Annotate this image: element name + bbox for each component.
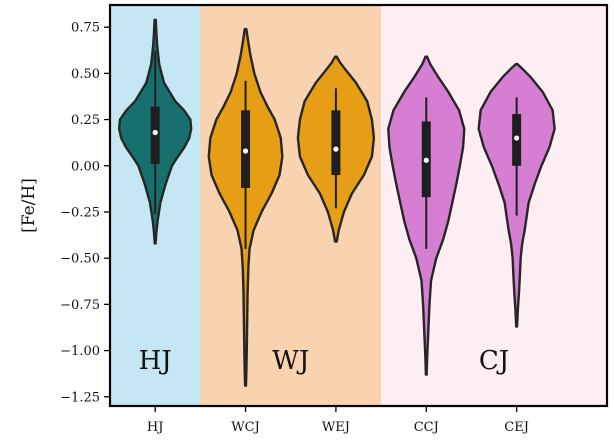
iqr-box-wej (331, 110, 341, 176)
y-tick-label: −0.50 (60, 252, 100, 267)
violin-ccj (387, 55, 466, 376)
median-point-ccj (423, 157, 429, 163)
y-axis: 0.75 0.50 0.25 0.00 −0.25 −0.50 −0.75 −1.00 −1.2… (60, 21, 110, 405)
median-point-cej (514, 135, 520, 141)
y-tick-label: 0.00 (71, 159, 100, 174)
median-point-wcj (242, 148, 249, 154)
x-tick-label: WEJ (322, 420, 350, 435)
plot-frame (108, 3, 609, 408)
region-label-cj: CJ (479, 346, 509, 376)
region-label-wj: WJ (272, 346, 309, 376)
iqr-box-hj (150, 106, 160, 164)
x-tick-label: WCJ (231, 420, 260, 435)
violin-wej (296, 55, 376, 243)
x-tick-label: CEJ (504, 420, 529, 435)
median-point-hj (152, 129, 158, 136)
violin-cej (477, 62, 556, 328)
y-tick-label: 0.50 (71, 67, 100, 82)
y-tick-label: −1.00 (60, 344, 100, 359)
y-tick-label: 0.75 (71, 21, 100, 36)
x-tick-label: CCJ (414, 420, 439, 435)
median-point-wej (333, 146, 339, 152)
y-tick-label: −0.25 (60, 205, 100, 220)
x-axis: HJ WCJ WEJ CCJ CEJ (147, 406, 529, 435)
region-backgrounds (110, 5, 607, 406)
y-tick-label: 0.25 (71, 113, 100, 128)
y-tick-label: −1.25 (60, 390, 100, 405)
x-tick-label: HJ (147, 420, 164, 435)
region-label-hj: HJ (139, 346, 172, 376)
y-axis-label: [Fe/H] (19, 178, 39, 233)
violin-hj (117, 18, 193, 245)
y-tick-label: −0.75 (60, 298, 100, 313)
violin-wcj (207, 27, 284, 387)
